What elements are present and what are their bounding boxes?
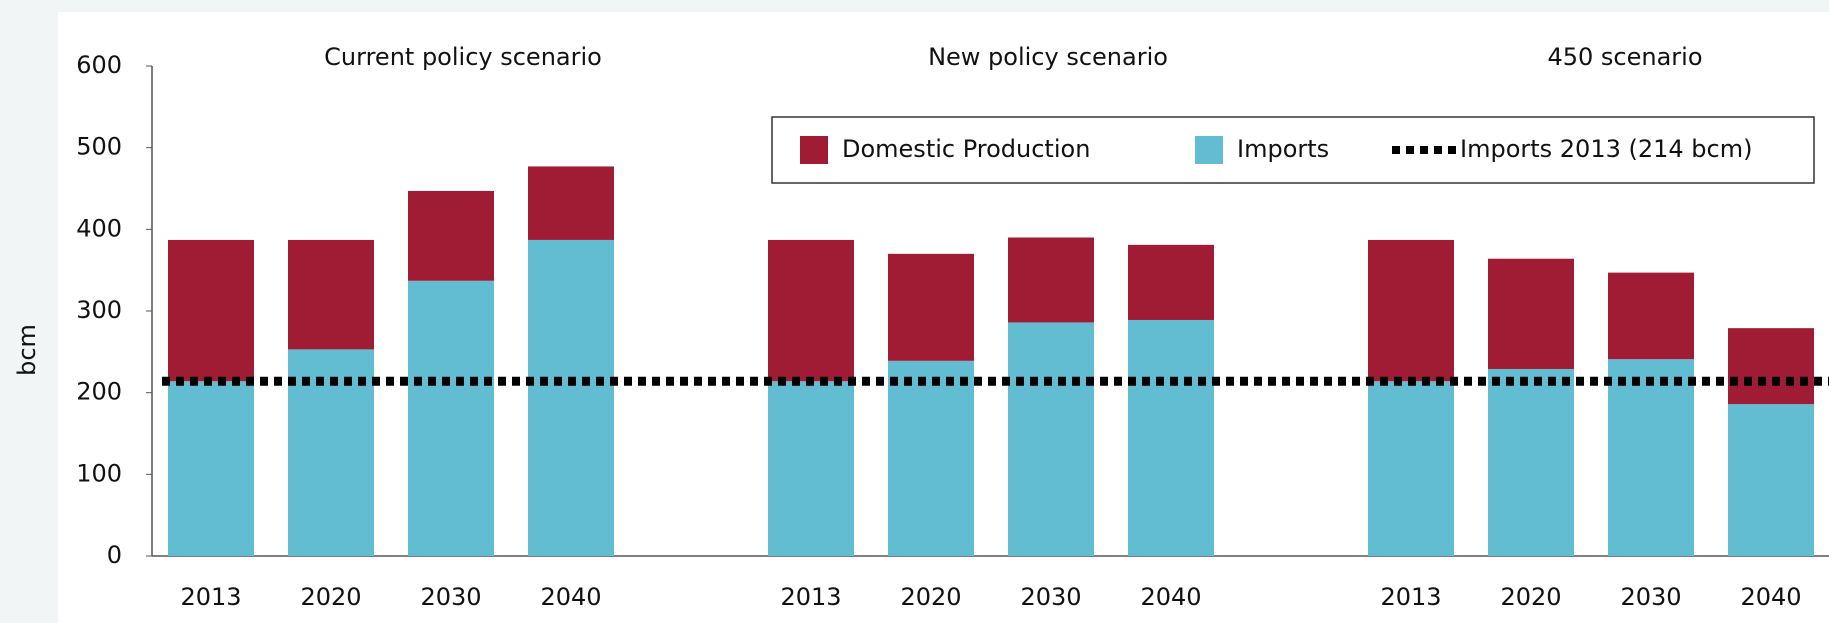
x-tick-label: 2030	[1020, 583, 1081, 611]
x-tick-label: 2040	[1740, 583, 1801, 611]
bar-segment	[408, 190, 494, 281]
x-tick-label: 2040	[540, 583, 601, 611]
legend-box	[771, 116, 1815, 184]
bar-segment	[1488, 258, 1574, 369]
bar-segment	[1368, 239, 1454, 382]
bar-segment	[1128, 319, 1214, 556]
bar-segment	[168, 381, 254, 556]
legend-label: Domestic Production	[842, 135, 1090, 163]
bar-segment	[528, 166, 614, 240]
x-tick-label: 2013	[180, 583, 241, 611]
bar-segment	[288, 239, 374, 350]
bar-segment	[1488, 368, 1574, 556]
bar-segment	[888, 253, 974, 361]
legend-label: Imports 2013 (214 bcm)	[1460, 135, 1752, 163]
legend-swatch	[800, 136, 828, 164]
legend-label: Imports	[1237, 135, 1329, 163]
bar-segment	[1608, 272, 1694, 360]
bar-segment	[168, 239, 254, 382]
y-axis-label: bcm	[13, 324, 41, 376]
x-tick-label: 2020	[300, 583, 361, 611]
x-tick-label: 2020	[900, 583, 961, 611]
group-title: Current policy scenario	[324, 43, 602, 71]
bar-segment	[1008, 322, 1094, 556]
x-tick-label: 2020	[1500, 583, 1561, 611]
x-tick-label: 2030	[420, 583, 481, 611]
group-title: New policy scenario	[928, 43, 1168, 71]
group-title: 450 scenario	[1547, 43, 1702, 71]
legend-swatch	[1195, 136, 1223, 164]
bar-segment	[1128, 244, 1214, 320]
bar-segment	[1608, 359, 1694, 556]
x-tick-label: 2013	[780, 583, 841, 611]
y-tick-label: 600	[76, 51, 122, 79]
bar-segment	[888, 360, 974, 556]
bar-segment	[1008, 237, 1094, 323]
y-tick-label: 400	[76, 214, 122, 242]
y-tick-label: 100	[76, 459, 122, 487]
x-tick-label: 2013	[1380, 583, 1441, 611]
bar-segment	[768, 239, 854, 382]
x-tick-label: 2030	[1620, 583, 1681, 611]
bar-segment	[768, 381, 854, 556]
bar-segment	[1728, 328, 1814, 405]
y-tick-label: 200	[76, 378, 122, 406]
x-tick-label: 2040	[1140, 583, 1201, 611]
y-tick-label: 300	[76, 296, 122, 324]
y-tick-label: 500	[76, 133, 122, 161]
bar-segment	[1728, 404, 1814, 556]
bar-segment	[528, 239, 614, 556]
bar-segment	[1368, 381, 1454, 556]
bar-segment	[408, 280, 494, 556]
y-tick-label: 0	[107, 541, 122, 569]
